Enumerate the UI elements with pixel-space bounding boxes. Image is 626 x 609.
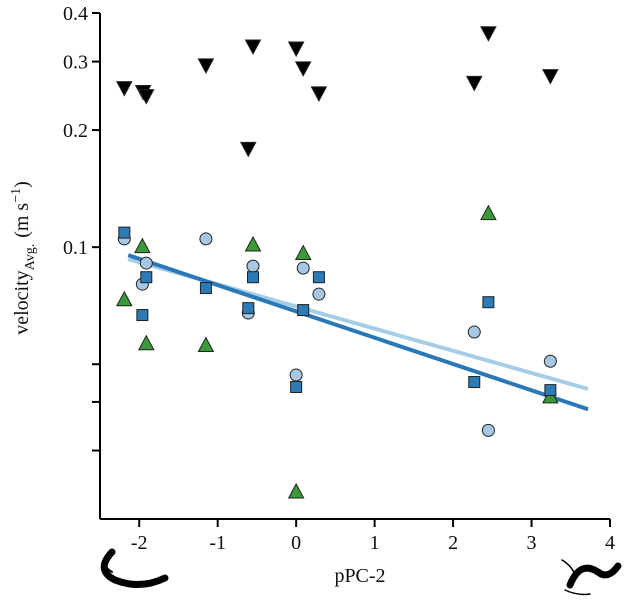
point [118, 226, 131, 239]
point [544, 384, 557, 397]
y-title-exp: −1 [9, 188, 24, 203]
point [480, 26, 497, 42]
point [244, 235, 262, 252]
point [246, 259, 260, 273]
point [543, 354, 557, 368]
point [289, 368, 303, 382]
y-title-close: ) [11, 181, 33, 188]
point [287, 41, 305, 58]
x-tick-label: -2 [131, 532, 148, 554]
point [297, 304, 310, 317]
point [247, 271, 259, 284]
point [197, 58, 215, 74]
point [468, 376, 481, 389]
y-tick-label: 0.1 [63, 237, 88, 259]
point [137, 334, 155, 351]
x-tick-label: 1 [370, 532, 380, 554]
worm-icon-left [100, 548, 169, 588]
point [294, 244, 312, 261]
point [465, 75, 483, 92]
y-tick-label: 0.4 [63, 3, 88, 25]
y-tick-label: 0.3 [63, 52, 88, 74]
point [115, 81, 133, 97]
point [480, 204, 497, 221]
point [244, 39, 262, 56]
point [136, 309, 149, 322]
x-tick-label: 0 [291, 532, 301, 554]
point [239, 141, 257, 158]
point [312, 271, 325, 284]
point [542, 69, 559, 85]
point [290, 380, 303, 393]
point [199, 232, 213, 246]
x-axis-title: pPC-2 [334, 565, 385, 587]
x-tick-label: -1 [209, 532, 226, 554]
point [481, 423, 495, 437]
x-tick-label: 4 [605, 532, 615, 554]
fit-line [127, 253, 589, 412]
point [242, 302, 255, 315]
point [294, 61, 312, 77]
point [115, 290, 133, 307]
point [139, 256, 153, 270]
point [310, 86, 328, 102]
point [287, 482, 305, 499]
y-tick-label: 0.2 [63, 120, 88, 142]
point [482, 296, 495, 309]
point [197, 336, 215, 352]
y-title-sub: Avg. [23, 244, 38, 271]
x-tick-label: 3 [527, 532, 537, 554]
point [134, 237, 151, 254]
x-tick-label: 2 [448, 532, 458, 554]
point [296, 261, 310, 275]
point [467, 325, 481, 339]
point [140, 271, 153, 284]
y-title-text: velocity [11, 270, 33, 334]
point [199, 282, 212, 295]
point [137, 89, 155, 105]
y-axis-title: velocityAvg. (m s−1) [9, 181, 38, 335]
point [312, 287, 326, 301]
worm-icon-right [561, 559, 622, 596]
y-title-unit: (m s [11, 203, 33, 238]
